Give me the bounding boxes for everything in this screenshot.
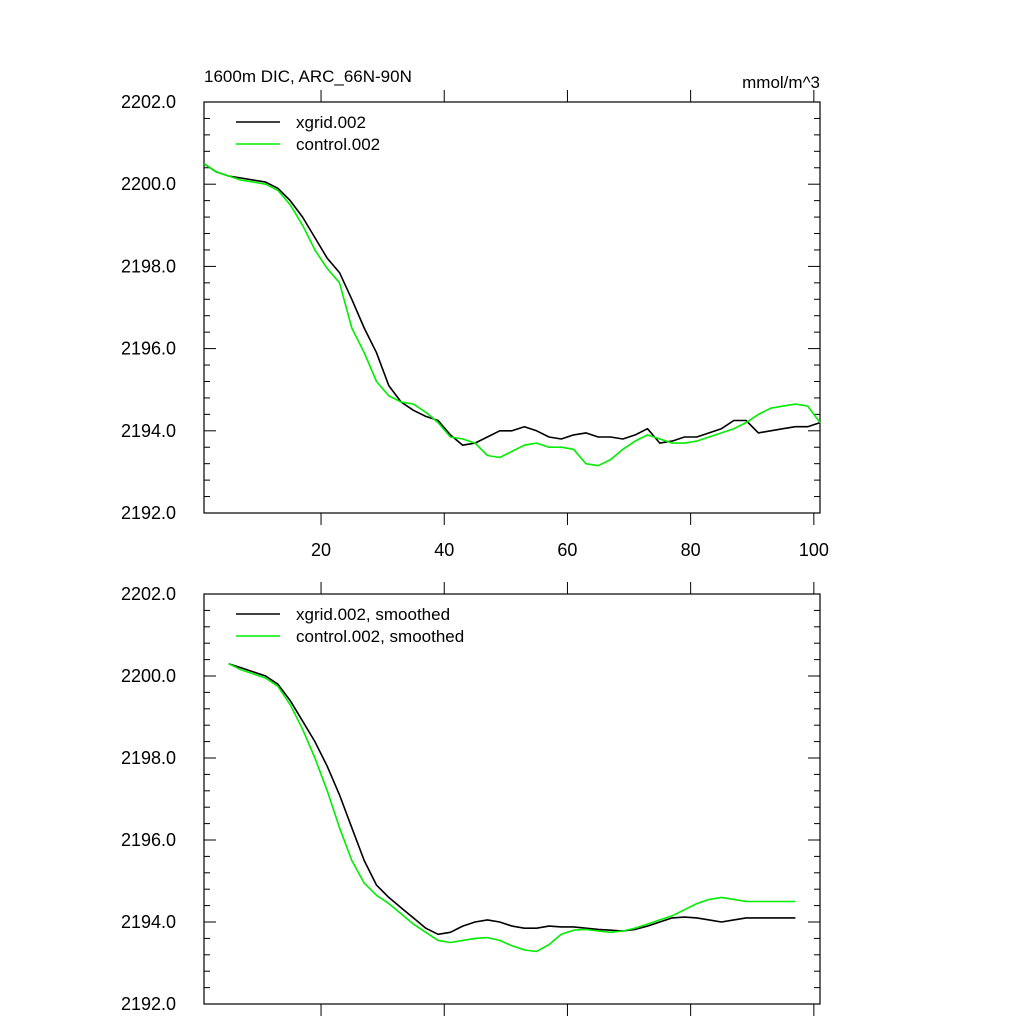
y-tick-label: 2202.0 bbox=[121, 584, 176, 604]
legend-label: xgrid.002 bbox=[296, 113, 366, 132]
x-tick-label: 40 bbox=[434, 540, 454, 560]
y-tick-label: 2200.0 bbox=[121, 666, 176, 686]
y-tick-label: 2192.0 bbox=[121, 994, 176, 1014]
plot-frame bbox=[203, 101, 821, 514]
y-tick-label: 2202.0 bbox=[121, 92, 176, 112]
legend-label: xgrid.002, smoothed bbox=[296, 605, 450, 624]
legend-label: control.002, smoothed bbox=[296, 627, 464, 646]
series-line bbox=[203, 163, 821, 467]
x-tick-label: 60 bbox=[557, 540, 577, 560]
series-line bbox=[203, 163, 821, 447]
units-label: mmol/m^3 bbox=[742, 73, 820, 92]
y-tick-label: 2198.0 bbox=[121, 256, 176, 276]
y-tick-label: 2194.0 bbox=[121, 912, 176, 932]
chart-title: 1600m DIC, ARC_66N-90N bbox=[204, 67, 412, 86]
x-tick-label: 100 bbox=[799, 540, 829, 560]
legend-label: control.002 bbox=[296, 135, 380, 154]
y-tick-label: 2200.0 bbox=[121, 174, 176, 194]
plot-frame bbox=[203, 593, 821, 1005]
series-line bbox=[228, 662, 796, 953]
y-tick-label: 2198.0 bbox=[121, 748, 176, 768]
bottom-panel: 2192.0 2194.0 2196.0 2198.0 2200.0 2202.0 xgri… bbox=[121, 582, 821, 1016]
y-tick-label: 2194.0 bbox=[121, 421, 176, 441]
y-tick-label: 2192.0 bbox=[121, 503, 176, 523]
x-tick-label: 80 bbox=[681, 540, 701, 560]
x-tick-label: 20 bbox=[311, 540, 331, 560]
top-panel: 2192.0 2194.0 2196.0 2198.0 2200.0 2202.0 20 40… bbox=[121, 90, 829, 560]
series-line bbox=[228, 662, 796, 936]
y-tick-label: 2196.0 bbox=[121, 339, 176, 359]
y-tick-label: 2196.0 bbox=[121, 830, 176, 850]
